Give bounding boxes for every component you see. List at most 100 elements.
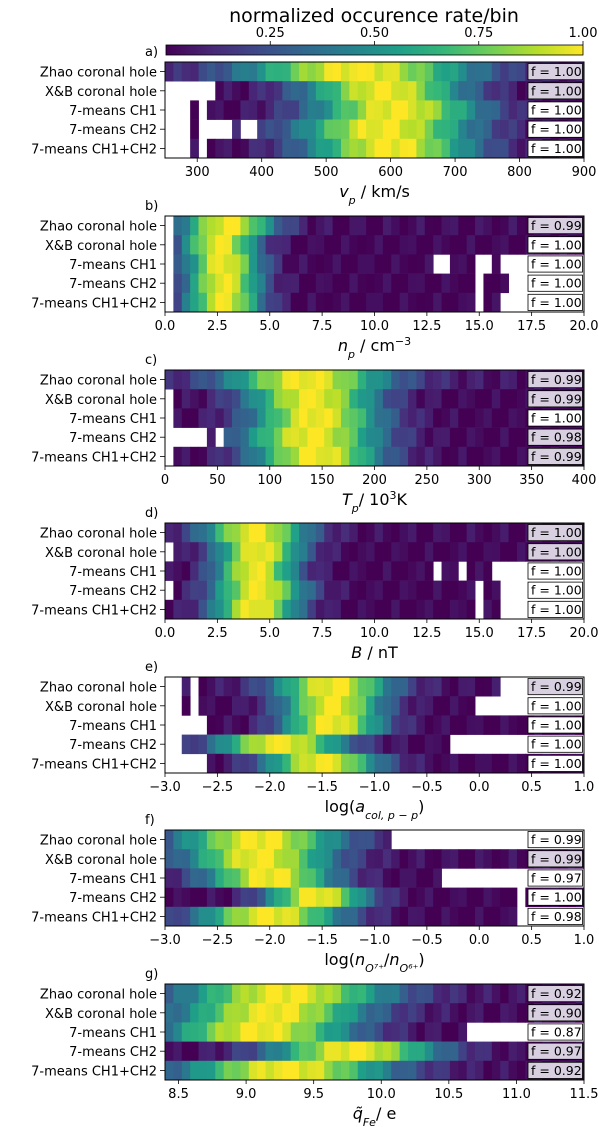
heatmap-cell <box>475 100 484 120</box>
heatmap-cell <box>181 984 191 1004</box>
heatmap-cell <box>424 868 434 888</box>
heatmap-cell <box>324 235 333 255</box>
heatmap-cell <box>265 408 275 428</box>
heatmap-cell <box>458 254 468 274</box>
fraction-value: f = 0.98 <box>531 430 582 445</box>
heatmap-cell <box>508 1003 518 1023</box>
heatmap-cell <box>290 523 300 543</box>
heatmap-cell <box>391 599 401 620</box>
heatmap-cell <box>282 715 292 735</box>
heatmap-cell <box>273 849 283 869</box>
heatmap-cell <box>332 830 342 850</box>
heatmap-cell <box>374 887 384 908</box>
heatmap-cell <box>290 868 300 888</box>
heatmap-cell <box>357 830 367 850</box>
heatmap-cell <box>215 273 225 294</box>
heatmap-cell <box>466 408 476 428</box>
heatmap-cell <box>340 734 350 755</box>
heatmap-cell <box>206 868 216 888</box>
heatmap-cell <box>173 523 183 543</box>
heatmap-cell <box>173 216 183 236</box>
heatmap-cell <box>508 1041 518 1062</box>
panel-6: f)Zhao coronal hole f = 0.99X&B coronal h… <box>31 813 594 975</box>
heatmap-cell <box>248 446 258 467</box>
heatmap-cell <box>399 696 409 716</box>
heatmap-cell <box>391 370 401 390</box>
heatmap-cell <box>223 753 233 774</box>
heatmap-cell <box>290 599 300 620</box>
heatmap-cell <box>215 542 225 562</box>
heatmap-cell <box>458 677 468 697</box>
heatmap-cell <box>282 100 292 120</box>
heatmap-cell <box>433 235 442 255</box>
heatmap-cell <box>399 408 409 428</box>
heatmap-cell <box>173 292 183 313</box>
heatmap-cell <box>391 753 401 774</box>
heatmap-cell <box>223 216 233 236</box>
heatmap-cell <box>299 849 308 869</box>
heatmap-cell <box>307 216 317 236</box>
heatmap-cell <box>181 370 191 390</box>
heatmap-cell <box>290 100 300 120</box>
heatmap-row <box>181 677 501 697</box>
heatmap-cell <box>466 216 476 236</box>
heatmap-cell <box>408 523 417 543</box>
heatmap-cell <box>475 216 484 236</box>
heatmap-cell <box>416 216 426 236</box>
heatmap-cell <box>307 100 317 120</box>
heatmap-cell <box>273 81 283 101</box>
heatmap-cell <box>391 216 401 236</box>
heatmap-cell <box>190 580 199 601</box>
heatmap-cell <box>265 427 275 448</box>
heatmap-cell <box>382 868 392 888</box>
heatmap-cell <box>340 599 350 620</box>
row-label: 7-means CH1+CH2 <box>31 757 157 772</box>
heatmap-cell <box>441 677 451 697</box>
heatmap-cell <box>240 906 250 927</box>
heatmap-cell <box>349 523 359 543</box>
heatmap-cell <box>500 1041 509 1062</box>
heatmap-cell <box>248 235 258 255</box>
heatmap-cell <box>324 408 333 428</box>
heatmap-cell <box>424 753 434 774</box>
panel-label: c) <box>145 353 157 368</box>
heatmap-cell <box>307 370 317 390</box>
heatmap-cell <box>257 216 266 236</box>
heatmap-cell <box>500 235 509 255</box>
heatmap-cell <box>458 906 468 927</box>
heatmap-cell <box>508 753 518 774</box>
heatmap-cell <box>391 887 401 908</box>
heatmap-cell <box>240 235 250 255</box>
heatmap-cell <box>458 100 468 120</box>
heatmap-cell <box>399 427 409 448</box>
heatmap-cell <box>366 1060 375 1081</box>
heatmap-cell <box>257 446 266 467</box>
heatmap-cell <box>232 119 241 140</box>
x-tick-label: −3.0 <box>149 933 181 948</box>
heatmap-cell <box>248 292 258 313</box>
heatmap-cell <box>391 734 401 755</box>
heatmap-cell <box>483 1060 493 1081</box>
heatmap-cell <box>282 849 292 869</box>
heatmap-cell <box>307 830 317 850</box>
heatmap-cell <box>290 906 300 927</box>
heatmap-cell <box>215 715 225 735</box>
heatmap-cell <box>190 216 199 236</box>
heatmap-cell <box>290 849 300 869</box>
heatmap-cell <box>382 580 392 601</box>
heatmap-cell <box>458 696 468 716</box>
heatmap-cell <box>508 849 518 869</box>
heatmap-cell <box>391 561 401 581</box>
heatmap-cell <box>374 370 384 390</box>
fraction-box <box>527 678 583 696</box>
heatmap-cell <box>173 1041 183 1062</box>
heatmap-cell <box>206 1060 216 1081</box>
row-label: 7-means CH1+CH2 <box>31 910 157 925</box>
heatmap-cell <box>516 446 526 467</box>
heatmap-cell <box>391 580 401 601</box>
heatmap-cell <box>181 254 191 274</box>
heatmap-cell <box>340 446 350 467</box>
heatmap-cell <box>408 1003 417 1023</box>
heatmap-cell <box>223 1022 233 1042</box>
heatmap-cell <box>449 292 459 313</box>
